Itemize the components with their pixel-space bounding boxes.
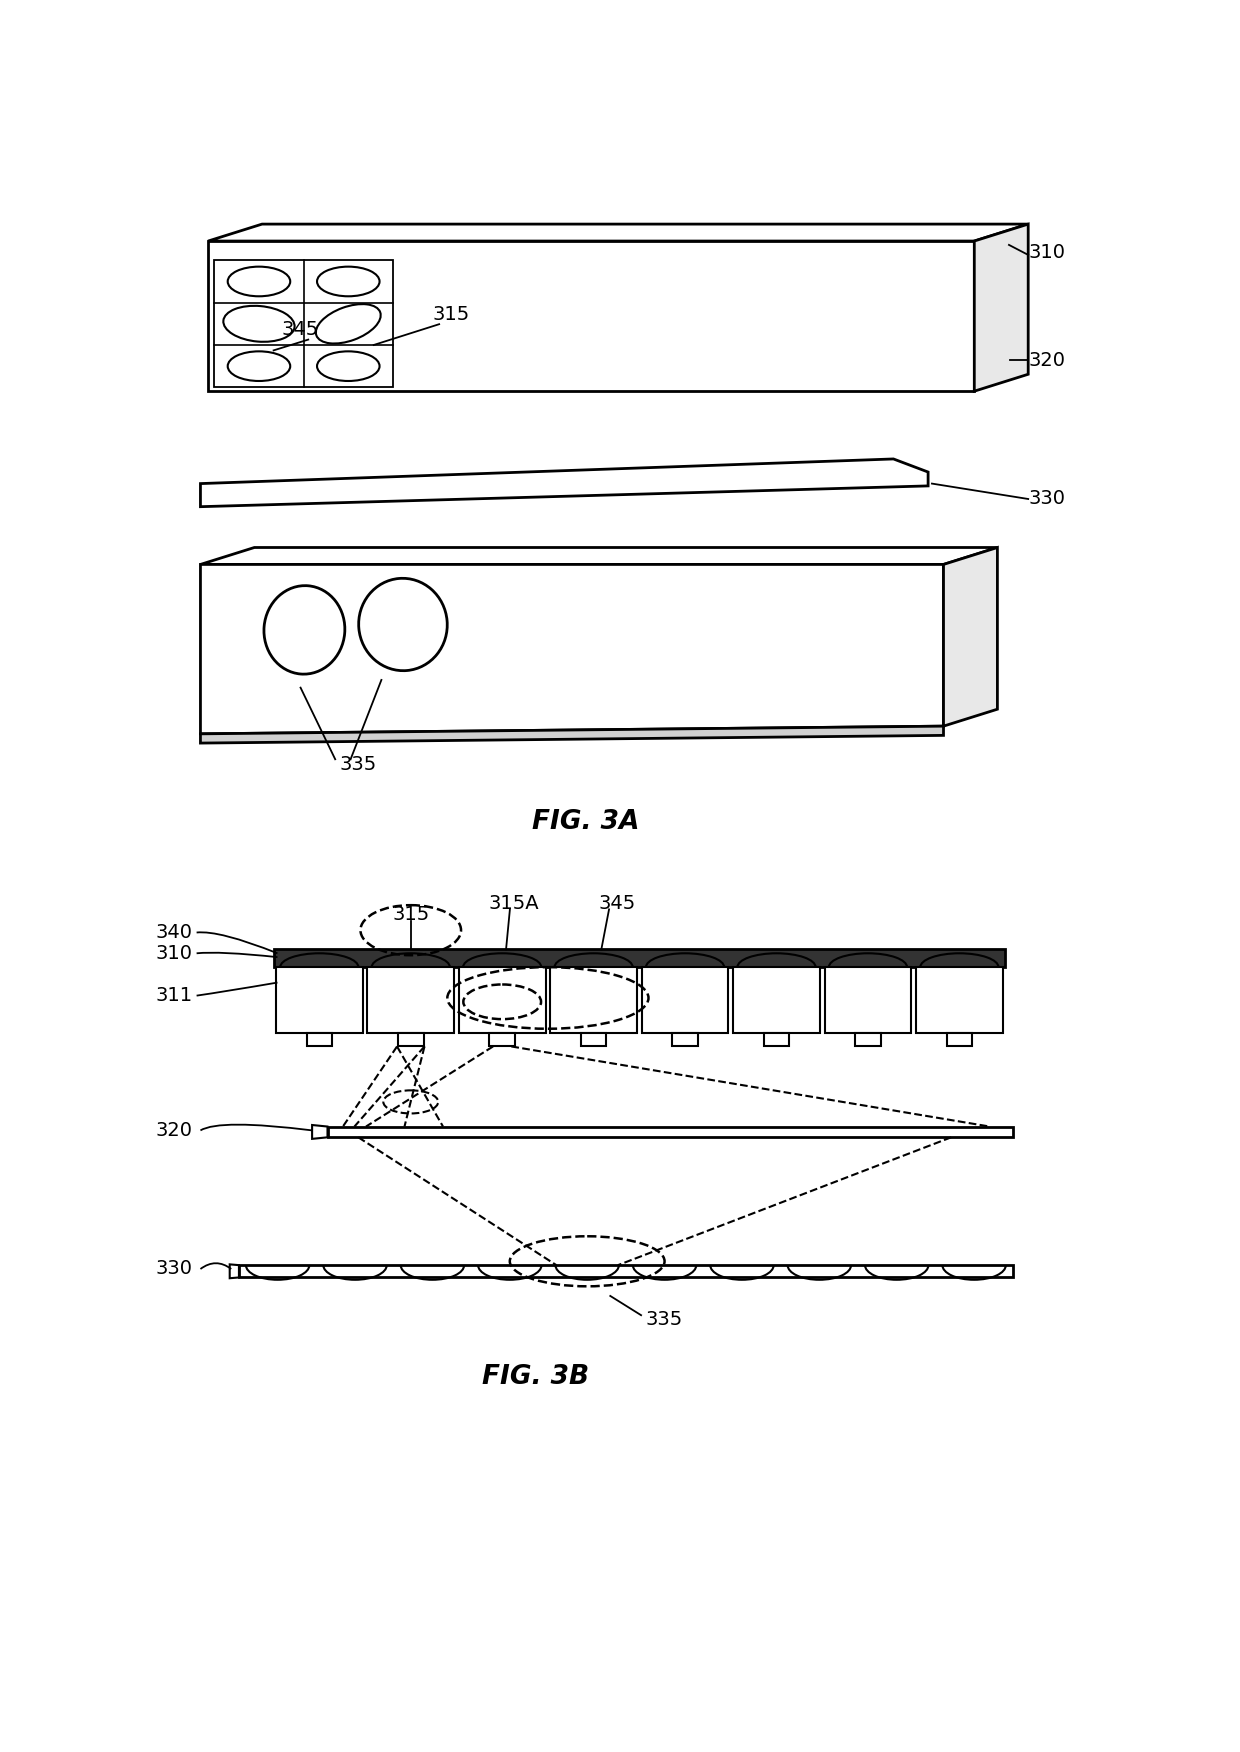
Polygon shape <box>580 1032 606 1046</box>
Polygon shape <box>201 564 944 734</box>
Text: 335: 335 <box>340 755 377 774</box>
Polygon shape <box>946 1032 972 1046</box>
Text: FIG. 3A: FIG. 3A <box>532 809 639 836</box>
Polygon shape <box>764 1032 790 1046</box>
Polygon shape <box>856 1032 880 1046</box>
Polygon shape <box>672 1032 698 1046</box>
Polygon shape <box>215 261 393 387</box>
Text: 310: 310 <box>156 944 192 964</box>
Polygon shape <box>274 950 1006 967</box>
Polygon shape <box>825 967 911 1032</box>
Text: 340: 340 <box>156 923 192 943</box>
Polygon shape <box>490 1032 515 1046</box>
Text: 330: 330 <box>156 1260 192 1279</box>
Polygon shape <box>201 725 944 743</box>
Polygon shape <box>641 967 728 1032</box>
Polygon shape <box>327 1127 1013 1137</box>
Polygon shape <box>239 1265 1013 1277</box>
Text: 335: 335 <box>646 1309 683 1328</box>
Polygon shape <box>229 1265 239 1279</box>
Polygon shape <box>975 224 1028 391</box>
Polygon shape <box>398 1032 424 1046</box>
Text: 315A: 315A <box>489 894 539 913</box>
Text: FIG. 3B: FIG. 3B <box>482 1363 589 1389</box>
Text: 330: 330 <box>1029 489 1066 508</box>
Polygon shape <box>551 967 637 1032</box>
Polygon shape <box>944 547 997 725</box>
Text: 315: 315 <box>432 305 469 324</box>
Polygon shape <box>459 967 546 1032</box>
Text: 320: 320 <box>156 1121 192 1141</box>
Polygon shape <box>916 967 1003 1032</box>
Polygon shape <box>312 1125 327 1139</box>
Polygon shape <box>208 242 975 391</box>
Polygon shape <box>367 967 454 1032</box>
Text: 345: 345 <box>281 321 319 340</box>
Polygon shape <box>208 224 1028 242</box>
Text: 310: 310 <box>1029 244 1066 263</box>
Text: 315: 315 <box>392 906 429 925</box>
Polygon shape <box>733 967 820 1032</box>
Polygon shape <box>277 967 363 1032</box>
Text: 320: 320 <box>1029 350 1066 370</box>
Text: 311: 311 <box>156 986 192 1006</box>
Polygon shape <box>201 547 997 564</box>
Text: 345: 345 <box>598 894 635 913</box>
Polygon shape <box>201 459 928 506</box>
Polygon shape <box>306 1032 332 1046</box>
